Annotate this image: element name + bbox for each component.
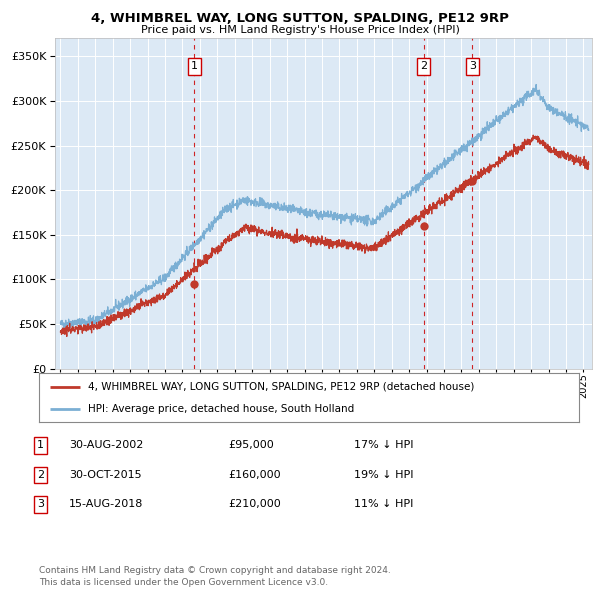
Text: 30-AUG-2002: 30-AUG-2002 — [69, 441, 143, 450]
Text: 15-AUG-2018: 15-AUG-2018 — [69, 500, 143, 509]
Text: 4, WHIMBREL WAY, LONG SUTTON, SPALDING, PE12 9RP (detached house): 4, WHIMBREL WAY, LONG SUTTON, SPALDING, … — [88, 382, 474, 392]
Text: HPI: Average price, detached house, South Holland: HPI: Average price, detached house, Sout… — [88, 404, 354, 414]
Text: £210,000: £210,000 — [228, 500, 281, 509]
Text: 30-OCT-2015: 30-OCT-2015 — [69, 470, 142, 480]
Text: £160,000: £160,000 — [228, 470, 281, 480]
Text: 2: 2 — [420, 61, 427, 71]
Text: 11% ↓ HPI: 11% ↓ HPI — [354, 500, 413, 509]
Text: 1: 1 — [37, 441, 44, 450]
Text: 2: 2 — [37, 470, 44, 480]
Text: 3: 3 — [469, 61, 476, 71]
Text: 4, WHIMBREL WAY, LONG SUTTON, SPALDING, PE12 9RP: 4, WHIMBREL WAY, LONG SUTTON, SPALDING, … — [91, 12, 509, 25]
Text: Price paid vs. HM Land Registry's House Price Index (HPI): Price paid vs. HM Land Registry's House … — [140, 25, 460, 35]
Text: Contains HM Land Registry data © Crown copyright and database right 2024.
This d: Contains HM Land Registry data © Crown c… — [39, 566, 391, 587]
Text: 3: 3 — [37, 500, 44, 509]
Text: 19% ↓ HPI: 19% ↓ HPI — [354, 470, 413, 480]
Text: 1: 1 — [191, 61, 197, 71]
Text: £95,000: £95,000 — [228, 441, 274, 450]
Text: 17% ↓ HPI: 17% ↓ HPI — [354, 441, 413, 450]
